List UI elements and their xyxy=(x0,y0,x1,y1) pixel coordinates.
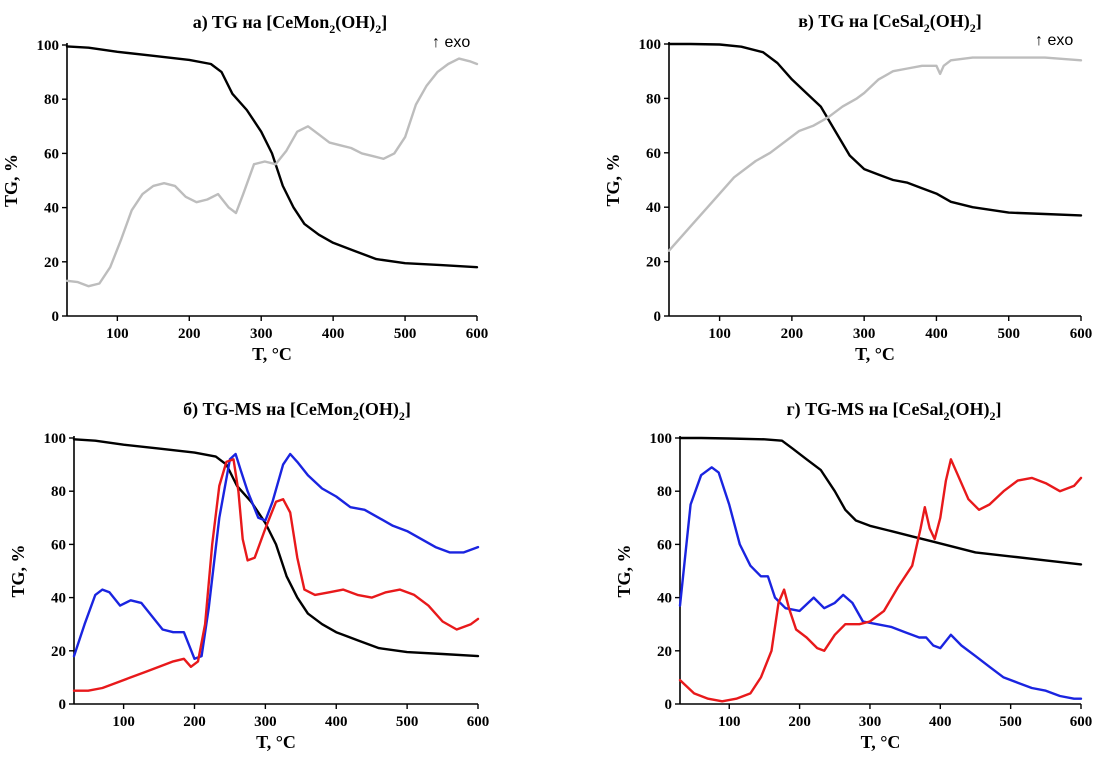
x-tick-label: 500 xyxy=(997,326,1020,342)
chart-title: a) TG на [CeMon2(OH)2] xyxy=(193,12,388,36)
chart-title-main: в) TG на [CeSal xyxy=(798,11,924,32)
chart-panel-a: a) TG на [CeMon2(OH)2] ↑ exo 0 20 40 60 80 100 1… xyxy=(1,12,488,364)
chart-title-main: б) TG-MS на [CeMon xyxy=(183,399,353,420)
chart-title-end: ] xyxy=(996,399,1002,419)
y-tick-label: 100 xyxy=(37,38,60,54)
chart-title-end: ] xyxy=(976,11,982,31)
y-tick-label: 60 xyxy=(646,146,661,162)
x-tick-label: 300 xyxy=(859,714,882,730)
series-line-gray xyxy=(67,59,477,287)
x-tick-label: 300 xyxy=(250,326,273,342)
x-tick-label: 100 xyxy=(112,714,135,730)
chart-panel-d: г) TG-MS на [CeSal2(OH)2] 0 20 40 60 80 100 100… xyxy=(614,399,1092,752)
y-tick-label: 60 xyxy=(657,537,672,553)
y-tick-label: 20 xyxy=(44,255,59,271)
x-tick-label: 600 xyxy=(467,714,490,730)
y-tick-label: 40 xyxy=(44,201,59,217)
y-axis-title: TG, % xyxy=(8,544,28,597)
chart-title-mid: (OH) xyxy=(950,399,990,420)
x-axis-title: T, °C xyxy=(855,344,895,364)
y-tick-label: 80 xyxy=(44,92,59,108)
y-axis-title: TG, % xyxy=(603,153,623,206)
chart-title-mid: (OH) xyxy=(335,12,375,33)
x-axis-title: T, °C xyxy=(256,732,296,752)
x-tick-label: 200 xyxy=(788,714,811,730)
chart-title-mid: (OH) xyxy=(359,399,399,420)
exo-annotation: ↑ exo xyxy=(432,34,470,51)
y-tick-label: 100 xyxy=(650,431,673,447)
x-axis-title: T, °C xyxy=(861,732,901,752)
x-tick-label: 500 xyxy=(396,714,419,730)
chart-title-main: a) TG на [CeMon xyxy=(193,12,330,33)
y-tick-label: 60 xyxy=(51,537,66,553)
y-tick-label: 100 xyxy=(44,431,67,447)
chart-panel-b: в) TG на [CeSal2(OH)2] ↑ exo 0 20 40 60 80 100 1… xyxy=(603,11,1092,364)
x-tick-label: 500 xyxy=(394,326,417,342)
y-tick-label: 0 xyxy=(52,309,60,325)
x-axis-title: T, °C xyxy=(252,344,292,364)
y-tick-label: 60 xyxy=(44,146,59,162)
series-line-blue xyxy=(680,467,1081,698)
x-tick-label: 100 xyxy=(718,714,741,730)
y-tick-label: 40 xyxy=(646,200,661,216)
series-line-blue xyxy=(74,454,478,659)
y-tick-label: 40 xyxy=(51,591,66,607)
x-tick-label: 300 xyxy=(853,326,876,342)
y-tick-label: 20 xyxy=(646,255,661,271)
x-tick-label: 200 xyxy=(178,326,201,342)
series-line-black xyxy=(74,439,478,656)
series-line-black xyxy=(669,44,1081,215)
series-line-red xyxy=(74,459,478,690)
y-tick-label: 80 xyxy=(51,484,66,500)
x-tick-label: 100 xyxy=(708,326,731,342)
chart-title-end: ] xyxy=(381,12,387,32)
series-line-red xyxy=(680,459,1081,701)
x-tick-label: 200 xyxy=(183,714,206,730)
x-tick-label: 200 xyxy=(781,326,804,342)
x-tick-label: 400 xyxy=(322,326,345,342)
x-tick-label: 100 xyxy=(106,326,129,342)
chart-title: б) TG-MS на [CeMon2(OH)2] xyxy=(183,399,411,423)
chart-title: г) TG-MS на [CeSal2(OH)2] xyxy=(786,399,1001,423)
chart-title-end: ] xyxy=(405,399,411,419)
y-tick-label: 0 xyxy=(654,309,662,325)
chart-panel-c: б) TG-MS на [CeMon2(OH)2] 0 20 40 60 80 100 100… xyxy=(8,399,489,752)
chart-title-mid: (OH) xyxy=(930,11,970,32)
x-tick-label: 400 xyxy=(325,714,348,730)
y-tick-label: 0 xyxy=(665,697,673,713)
series-line-black xyxy=(67,46,477,267)
y-tick-label: 80 xyxy=(657,484,672,500)
x-tick-label: 600 xyxy=(1070,714,1093,730)
y-axis-title: TG, % xyxy=(1,154,21,207)
chart-title: в) TG на [CeSal2(OH)2] xyxy=(798,11,982,35)
y-tick-label: 40 xyxy=(657,591,672,607)
y-tick-label: 20 xyxy=(51,644,66,660)
exo-annotation: ↑ exo xyxy=(1035,32,1073,49)
x-tick-label: 600 xyxy=(466,326,489,342)
y-tick-label: 100 xyxy=(639,37,662,53)
series-line-gray xyxy=(669,58,1081,251)
x-tick-label: 500 xyxy=(999,714,1022,730)
y-axis-title: TG, % xyxy=(614,544,634,597)
x-tick-label: 400 xyxy=(925,326,948,342)
x-tick-label: 400 xyxy=(929,714,952,730)
y-tick-label: 0 xyxy=(59,697,67,713)
y-tick-label: 20 xyxy=(657,644,672,660)
chart-title-main: г) TG-MS на [CeSal xyxy=(786,399,943,420)
x-tick-label: 300 xyxy=(254,714,277,730)
y-tick-label: 80 xyxy=(646,91,661,107)
x-tick-label: 600 xyxy=(1070,326,1093,342)
